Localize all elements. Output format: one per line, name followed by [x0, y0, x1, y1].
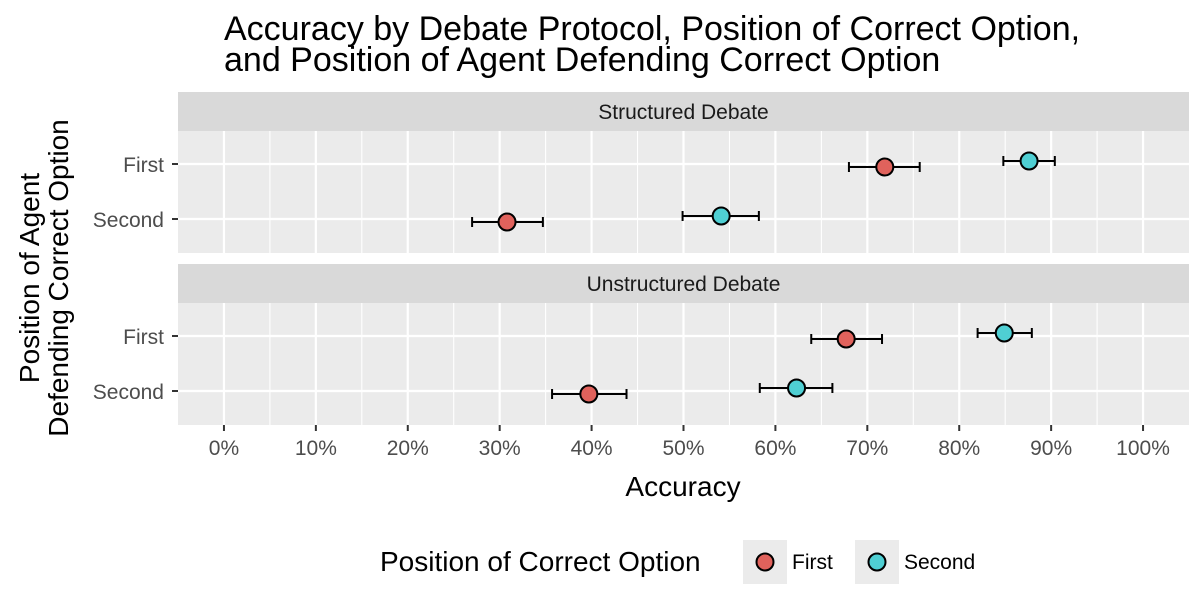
data-point [497, 212, 517, 232]
facet-strip-label: Structured Debate [598, 101, 768, 124]
x-tick-label: 50% [662, 437, 704, 460]
x-axis: 0% 10% 20% 30% 40% 50% 60% 70% 80% 90% 100% [209, 425, 1170, 460]
y-tick-label: Second [93, 209, 164, 232]
data-point [875, 157, 895, 177]
x-tick-label: 60% [754, 437, 796, 460]
legend-swatch-second [867, 552, 887, 572]
facet-panel: Structured Debate First Second [93, 92, 1189, 253]
x-tick-label: 10% [295, 437, 337, 460]
facet-strip [178, 264, 1189, 303]
x-tick-label: 0% [209, 437, 239, 460]
chart-title-line-2: and Position of Agent Defending Correct … [224, 41, 940, 79]
data-point [787, 378, 807, 398]
x-tick-label: 20% [387, 437, 429, 460]
facet-panels: Structured DebateFirstSecondUnstructured… [93, 92, 1189, 425]
chart-title-line-1: Accuracy by Debate Protocol, Position of… [224, 10, 1080, 48]
facet-strip-label: Unstructured Debate [587, 273, 781, 296]
x-tick-label: 30% [479, 437, 521, 460]
y-tick-label: Second [93, 381, 164, 404]
x-tick-label: 80% [938, 437, 980, 460]
legend: Position of Correct Option First Second [380, 540, 975, 584]
y-tick-label: First [123, 154, 164, 177]
data-point [1019, 151, 1039, 171]
data-point [994, 323, 1014, 343]
x-tick-label: 100% [1116, 437, 1170, 460]
x-tick-label: 40% [571, 437, 613, 460]
x-tick-label: 70% [846, 437, 888, 460]
y-axis-title-line-2: Defending Correct Option [43, 119, 74, 437]
x-axis-title: Accuracy [625, 471, 740, 502]
legend-label-first: First [792, 551, 833, 574]
data-point [836, 329, 856, 349]
legend-label-second: Second [904, 551, 975, 574]
y-tick-label: First [123, 326, 164, 349]
data-point [579, 384, 599, 404]
legend-swatch-first [755, 552, 775, 572]
facet-strip [178, 92, 1189, 131]
data-point [711, 206, 731, 226]
y-axis-title-line-1: Position of Agent [14, 173, 45, 383]
legend-title: Position of Correct Option [380, 546, 701, 577]
x-tick-label: 90% [1030, 437, 1072, 460]
facet-panel: Unstructured Debate First Second [93, 264, 1189, 425]
